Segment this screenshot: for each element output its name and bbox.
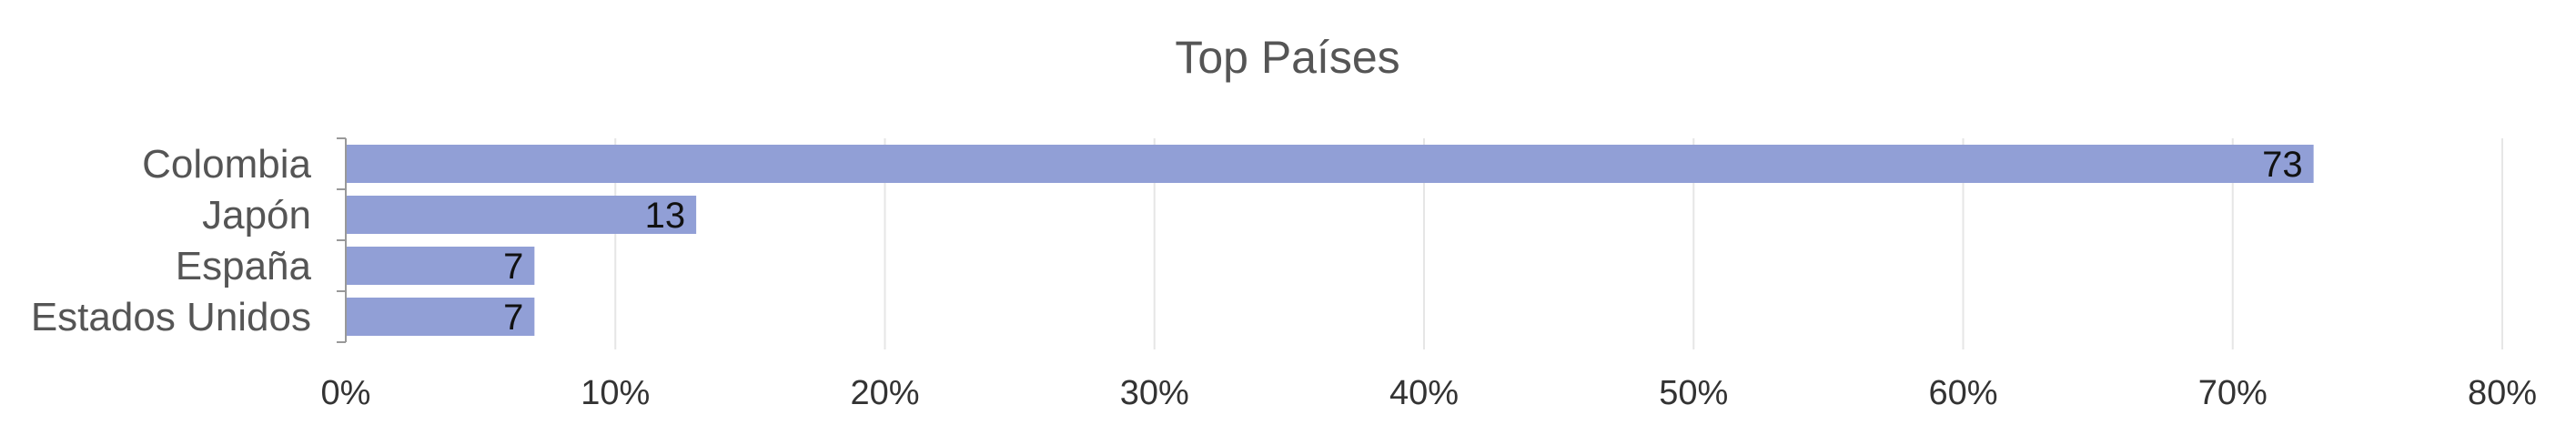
category-label: Estados Unidos bbox=[31, 295, 311, 339]
category-label: Japón bbox=[202, 193, 311, 238]
bar bbox=[347, 247, 535, 285]
x-tick-label: 60% bbox=[1928, 374, 1997, 412]
x-tick-label: 10% bbox=[581, 374, 650, 412]
data-labels: 73 13 7 7 bbox=[503, 145, 2303, 338]
y-axis bbox=[337, 137, 347, 343]
data-label: 7 bbox=[503, 247, 523, 287]
x-tick-label: 80% bbox=[2468, 374, 2537, 412]
x-tick-label: 30% bbox=[1120, 374, 1189, 412]
bars bbox=[347, 145, 2314, 336]
x-tick-label: 50% bbox=[1659, 374, 1728, 412]
data-label: 7 bbox=[503, 298, 523, 338]
bar bbox=[347, 298, 535, 336]
x-tick-label: 40% bbox=[1389, 374, 1459, 412]
bar bbox=[347, 196, 697, 234]
x-tick-label: 70% bbox=[2198, 374, 2268, 412]
x-tick-label: 0% bbox=[321, 374, 371, 412]
data-label: 73 bbox=[2262, 145, 2303, 185]
chart-title: Top Países bbox=[1175, 32, 1399, 83]
category-label: España bbox=[176, 244, 312, 288]
x-tick-label: 20% bbox=[850, 374, 919, 412]
category-labels: Colombia Japón España Estados Unidos bbox=[31, 142, 312, 339]
x-tick-labels: 0% 10% 20% 30% 40% 50% 60% 70% 80% bbox=[321, 374, 2537, 412]
data-label: 13 bbox=[645, 196, 686, 236]
category-label: Colombia bbox=[142, 142, 311, 187]
bar bbox=[347, 145, 2314, 183]
